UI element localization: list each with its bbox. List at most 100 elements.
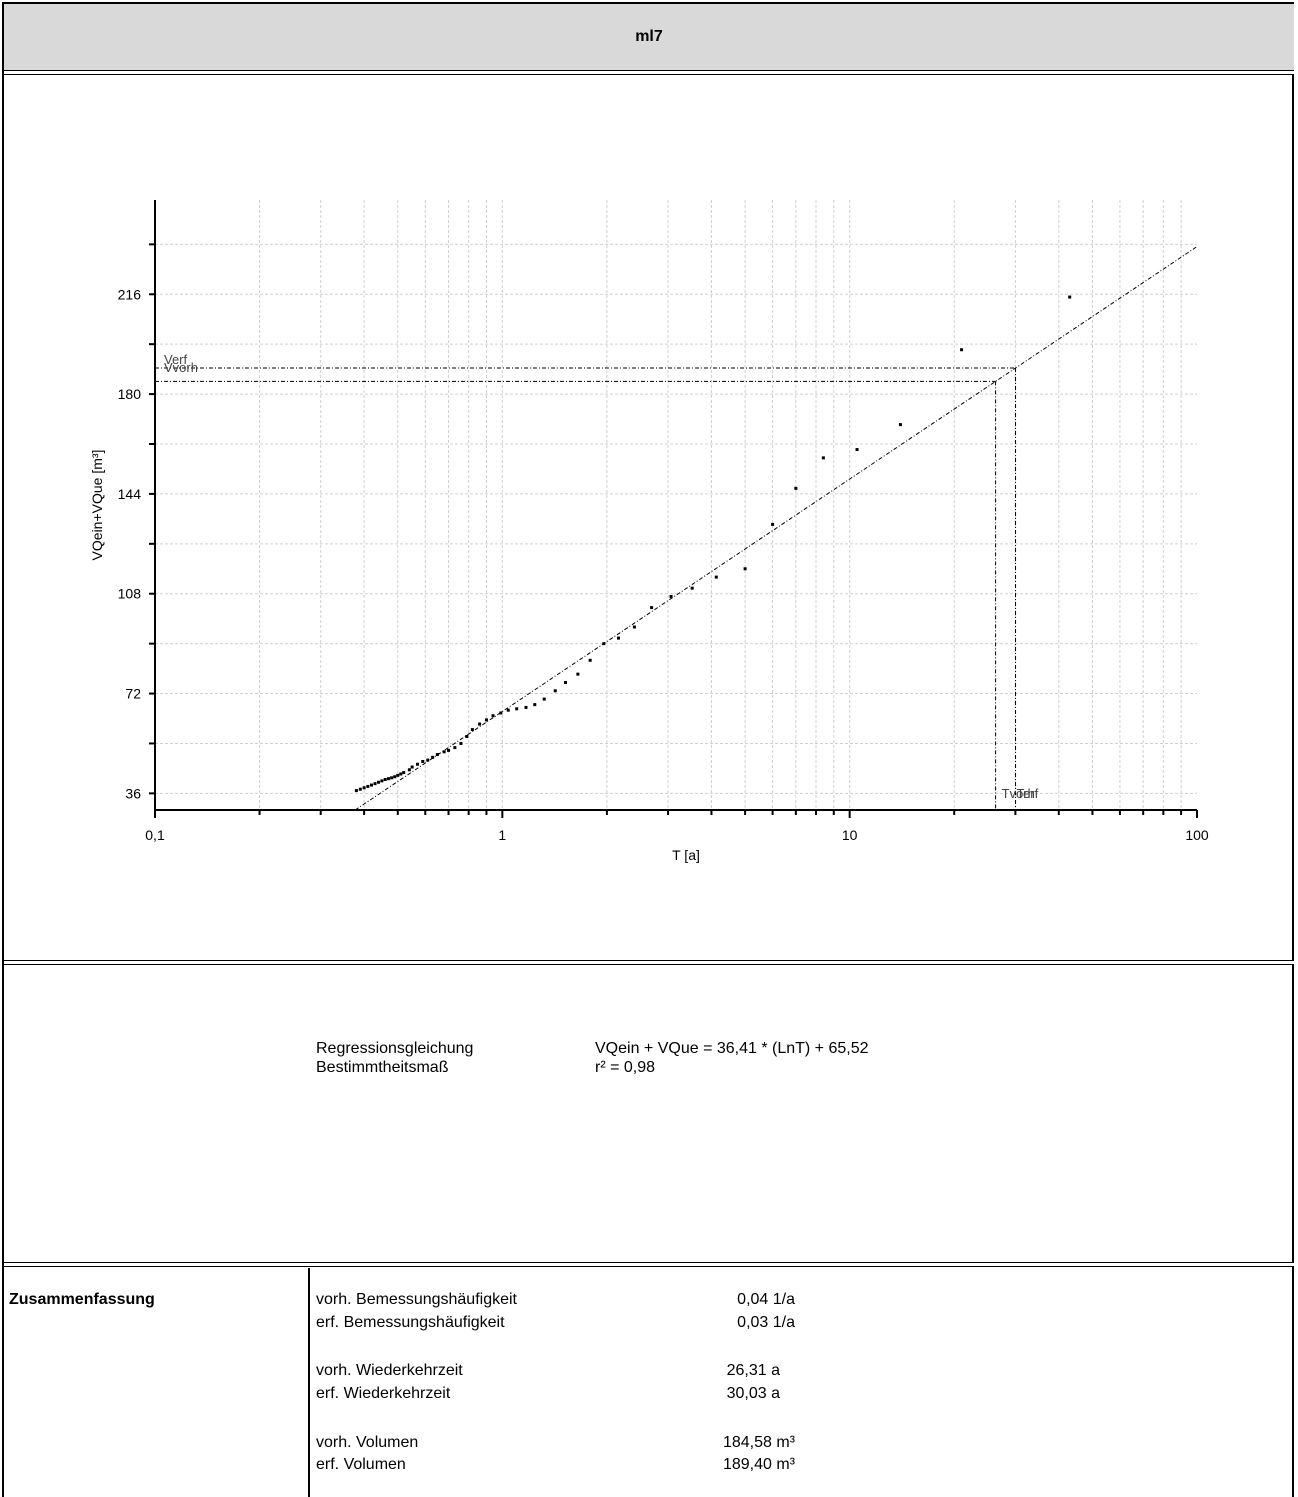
data-point (553, 689, 557, 693)
data-point (898, 423, 902, 427)
divider (4, 70, 1294, 75)
data-point (459, 741, 463, 745)
data-point (416, 762, 420, 766)
data-point (576, 672, 580, 676)
summary-value: 184,58 m³ (722, 1434, 795, 1451)
summary-label: erf. Volumen (316, 1456, 406, 1473)
chart-area: 0,1 1 10 100 36 72 108 144 180 216 T [a] VQein+VQue… (4, 75, 1294, 960)
y-tick-label: 108 (118, 586, 142, 602)
data-point (362, 786, 366, 790)
summary-label: vorh. Volumen (316, 1434, 419, 1451)
data-point (465, 735, 469, 739)
y-tick-label: 180 (118, 386, 142, 402)
data-point (650, 606, 654, 610)
data-point (358, 787, 362, 791)
data-point (506, 708, 510, 712)
data-point (499, 711, 503, 715)
summary-value: 26,31 a (726, 1362, 780, 1379)
data-point (383, 778, 387, 781)
data-point (855, 448, 859, 452)
r2-label: Bestimmtheitsmaß (316, 1059, 449, 1076)
data-point (470, 728, 474, 732)
data-point (376, 780, 380, 784)
regression-label: Regressionsgleichung (316, 1040, 474, 1057)
data-point (431, 755, 435, 759)
data-point (484, 718, 488, 722)
data-point (390, 776, 394, 780)
data-point (960, 348, 964, 352)
summary-label: erf. Bemessungshäufigkeit (316, 1314, 505, 1331)
summary-label: erf. Wiederkehrzeit (316, 1385, 451, 1402)
verf-label: Verf (164, 352, 188, 367)
data-point (386, 777, 390, 781)
vvorh-label: Vvorh (164, 360, 198, 375)
data-point (447, 748, 451, 752)
summary-divider (308, 1268, 310, 1497)
chart-grid (154, 200, 1197, 810)
data-point (366, 784, 370, 788)
data-point (407, 768, 411, 772)
y-tick-label: 36 (125, 785, 141, 801)
data-point (533, 703, 537, 707)
data-point (743, 567, 747, 571)
summary-value: 30,03 a (726, 1385, 780, 1402)
regression-line (354, 246, 1198, 811)
summary-title: Zusammenfassung (9, 1291, 155, 1308)
x-tick-label: 0,1 (145, 827, 165, 843)
terf-label: Terf (1017, 786, 1039, 801)
summary-value: 0,04 1/a (737, 1291, 795, 1308)
x-axis-label: T [a] (672, 847, 700, 863)
data-point (402, 771, 406, 775)
summary-label: vorh. Bemessungshäufigkeit (316, 1291, 517, 1308)
data-point (410, 765, 414, 769)
data-point (771, 522, 775, 526)
data-point (542, 697, 546, 701)
tvorh-label: Tvorh (1002, 786, 1035, 801)
data-point (380, 779, 384, 783)
summary-value: 0,03 1/a (737, 1314, 795, 1331)
data-point (435, 753, 439, 757)
x-tick-label: 100 (1185, 827, 1209, 843)
data-point (563, 680, 567, 684)
chart-labels: 0,1 1 10 100 36 72 108 144 180 216 T [a] VQein+VQue… (89, 286, 1209, 863)
data-point (794, 486, 798, 490)
data-point (369, 783, 373, 787)
page-title: ml7 (4, 4, 1294, 70)
data-point (426, 758, 430, 762)
data-point (524, 705, 528, 709)
data-point (1068, 295, 1072, 299)
data-point (690, 586, 694, 590)
data-point (442, 750, 446, 754)
divider (4, 1262, 1294, 1267)
data-point (714, 575, 718, 579)
data-point (821, 456, 825, 460)
data-point (354, 789, 358, 793)
x-tick-label: 10 (842, 827, 858, 843)
y-tick-label: 144 (118, 486, 142, 502)
data-point (602, 642, 606, 646)
regression-value: VQein + VQue = 36,41 * (LnT) + 65,52 (595, 1040, 869, 1057)
data-point (588, 658, 592, 662)
data-point (453, 746, 457, 750)
y-tick-label: 72 (125, 686, 141, 702)
data-point (373, 782, 377, 786)
data-point (632, 625, 636, 629)
x-tick-label: 1 (498, 827, 506, 843)
r2-value: r² = 0,98 (595, 1059, 656, 1076)
y-tick-label: 216 (118, 286, 142, 302)
chart-lines (155, 246, 1198, 811)
return-period-chart: 0,1 1 10 100 36 72 108 144 180 216 T [a] VQein+VQue… (89, 200, 1209, 863)
data-point (491, 714, 495, 718)
data-point (478, 722, 482, 726)
divider (4, 960, 1294, 965)
data-point (396, 773, 400, 777)
data-point (421, 759, 425, 763)
data-point (617, 636, 621, 640)
data-point (393, 775, 397, 779)
chart-points (354, 295, 1072, 793)
data-point (399, 772, 403, 776)
data-point (515, 707, 519, 711)
chart-axes (149, 200, 1198, 818)
data-point (669, 595, 673, 598)
